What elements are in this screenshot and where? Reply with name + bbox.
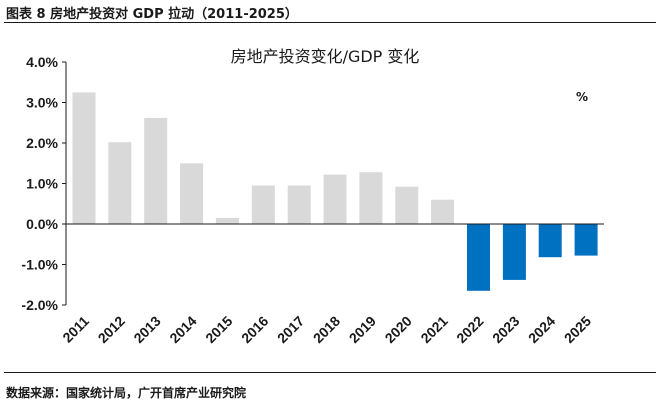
y-tick-label: 4.0% [26, 54, 58, 70]
y-tick-label: 0.0% [26, 216, 58, 232]
x-tick-label: 2023 [489, 313, 522, 346]
x-tick-label: 2017 [274, 313, 307, 346]
x-tick-label: 2014 [166, 313, 199, 346]
x-tick-label: 2025 [561, 313, 594, 346]
source-note: 数据来源：国家统计局，广开首席产业研究院 [6, 386, 247, 400]
x-axis-labels: 2011 2012 2013 2014 2015 2016 2017 2018 2019 2020… [59, 313, 594, 346]
x-tick-label: 2011 [59, 313, 92, 346]
bar-2016 [251, 185, 275, 224]
x-tick-label: 2016 [238, 313, 271, 346]
x-tick-label: 2019 [346, 313, 379, 346]
top-rule [4, 22, 656, 23]
bar-2020 [395, 186, 419, 224]
bar-2015 [215, 217, 239, 224]
y-axis: 4.0% 3.0% 2.0% 1.0% 0.0% -1.0% -2.0% [21, 54, 604, 313]
bar-2021 [431, 199, 455, 224]
bar-2025 [574, 224, 598, 256]
unit-label: % [576, 90, 588, 104]
bars-group [72, 92, 598, 291]
x-tick-label: 2024 [525, 313, 558, 346]
bar-2022 [467, 224, 490, 291]
bottom-rule [4, 372, 656, 373]
y-tick-label: 1.0% [26, 176, 58, 192]
x-tick-label: 2020 [382, 313, 415, 346]
x-tick-label: 2013 [130, 313, 163, 346]
x-tick-label: 2012 [95, 313, 128, 346]
bar-2017 [287, 185, 311, 224]
x-tick-label: 2022 [453, 313, 486, 346]
y-tick-label: 2.0% [26, 135, 58, 151]
y-tick-label: 3.0% [26, 95, 58, 111]
x-tick-label: 2021 [417, 313, 450, 346]
figure-caption: 图表 8 房地产投资对 GDP 拉动（2011-2025） [6, 7, 298, 22]
y-tick-label: -1.0% [21, 257, 58, 273]
bar-2014 [180, 163, 204, 225]
bar-2012 [108, 142, 132, 224]
bar-chart: 房地产投资变化/GDP 变化 % 4.0% 3.0% 2.0% 1.0% 0.0% -1.… [21, 47, 604, 346]
bar-2011 [72, 92, 96, 225]
bar-2023 [502, 224, 526, 280]
y-tick-label: -2.0% [21, 297, 58, 313]
bar-2024 [538, 224, 562, 258]
x-tick-label: 2015 [202, 313, 235, 346]
chart-title: 房地产投资变化/GDP 变化 [231, 47, 420, 66]
bar-2013 [144, 117, 168, 224]
bar-2019 [359, 172, 383, 224]
bar-2018 [323, 174, 347, 224]
x-tick-label: 2018 [310, 313, 343, 346]
